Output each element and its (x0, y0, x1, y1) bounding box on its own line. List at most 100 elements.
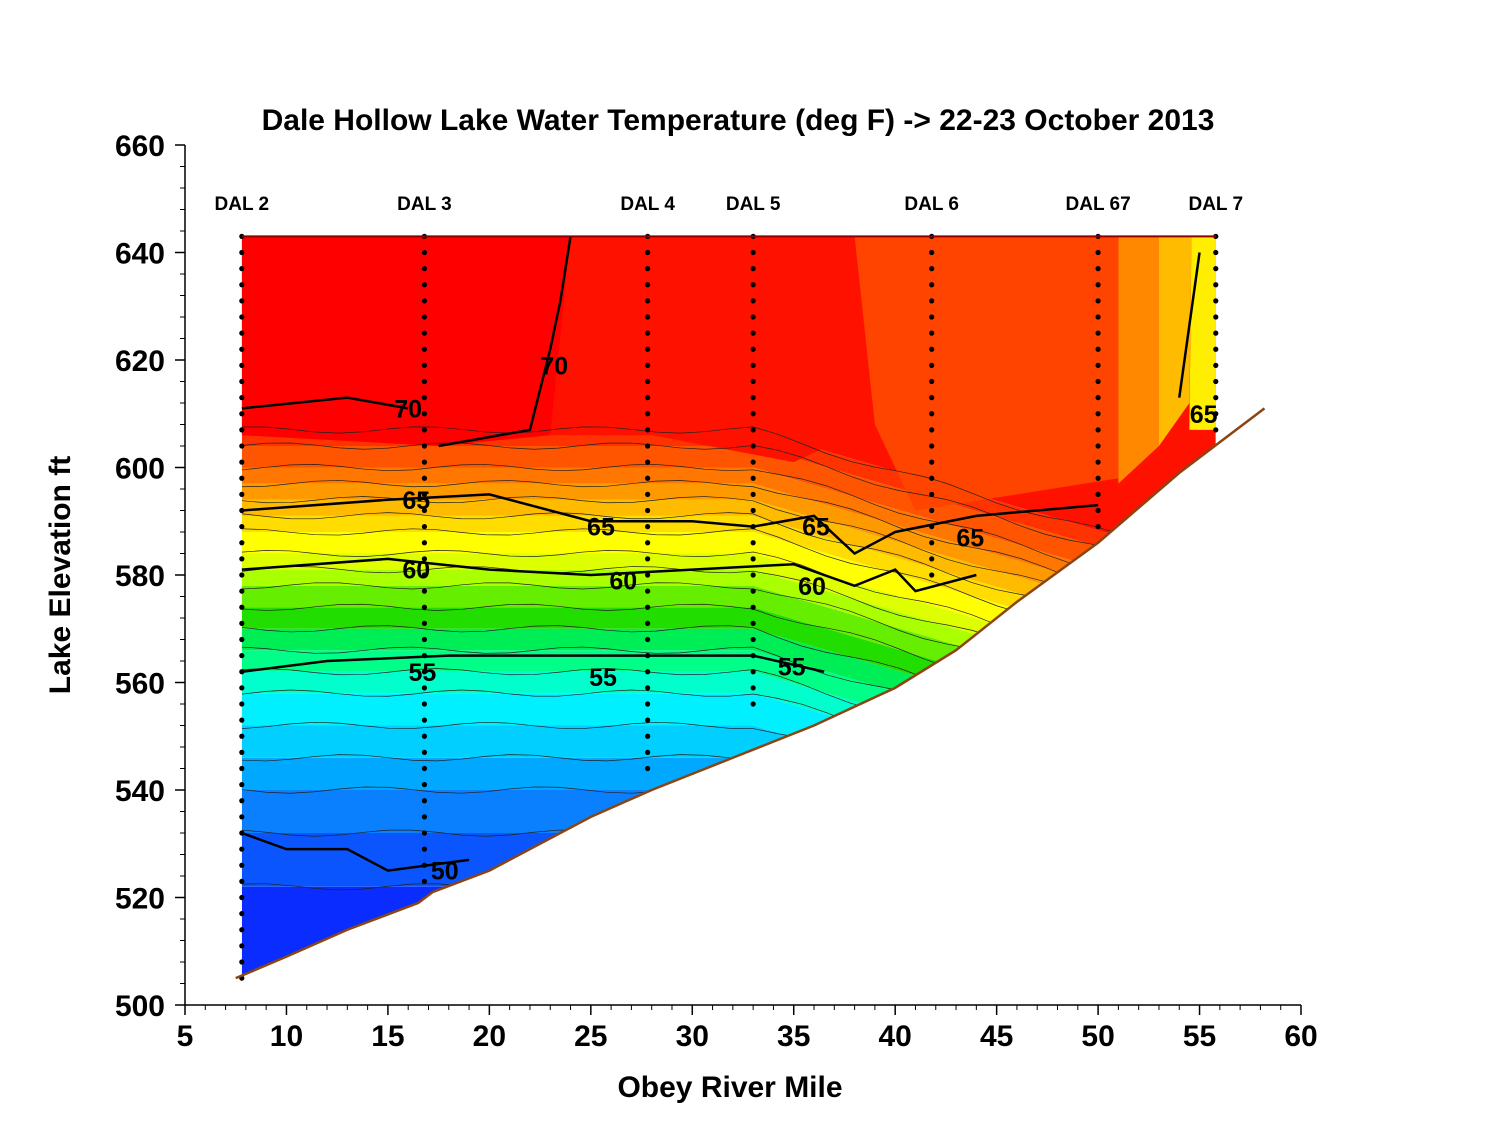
isotherm-50 (241, 831, 470, 872)
sample-point (750, 330, 756, 336)
sample-point (421, 814, 428, 820)
sample-point (645, 669, 651, 675)
sample-point (1213, 362, 1219, 368)
sample-point (239, 395, 245, 401)
sample-point (750, 266, 756, 272)
sample-point (1095, 395, 1101, 401)
sample-point (421, 733, 428, 739)
sample-point (645, 765, 651, 772)
sample-point (239, 572, 245, 578)
temperature-band (241, 886, 1216, 976)
sample-point (750, 249, 756, 256)
y-tick-label: 640 (115, 238, 165, 271)
sample-point (929, 524, 935, 530)
sample-point (421, 443, 428, 449)
x-tick-label: 15 (371, 1020, 404, 1053)
sample-point (239, 330, 245, 336)
sample-point (645, 636, 651, 643)
sample-point (929, 362, 935, 368)
sample-point (929, 507, 935, 514)
sample-point (239, 782, 245, 788)
temperature-band (241, 833, 1216, 976)
sample-point (239, 588, 245, 594)
sample-point (929, 443, 935, 449)
isotherm-65 (1178, 252, 1201, 398)
sample-point (750, 604, 756, 610)
sample-point (239, 814, 245, 820)
sample-point (645, 491, 651, 497)
temperature-band (241, 446, 1216, 603)
sample-point (929, 491, 935, 497)
sample-point (421, 653, 428, 659)
sample-point (421, 395, 428, 401)
sample-point (750, 685, 756, 691)
sample-point (421, 378, 428, 385)
sample-point (750, 362, 756, 368)
chart-title: Dale Hollow Lake Water Temperature (deg … (262, 104, 1215, 137)
sample-point (421, 669, 428, 675)
sample-point (239, 427, 245, 433)
sample-point (750, 556, 756, 562)
sample-point (645, 266, 651, 272)
sample-point (421, 524, 428, 530)
sample-point (239, 475, 245, 481)
warm-core-upstream (241, 236, 571, 446)
sample-point (929, 330, 935, 336)
sample-point (421, 491, 428, 497)
x-tick-label: 5 (177, 1020, 194, 1053)
sample-point (645, 572, 651, 578)
sample-point (1095, 491, 1101, 497)
sample-point (645, 749, 651, 755)
sample-point (421, 540, 428, 546)
sample-point (1095, 314, 1101, 320)
sample-point (239, 749, 245, 755)
sample-point (421, 314, 428, 320)
sample-point (645, 507, 651, 514)
sample-point (750, 669, 756, 675)
sample-point (1095, 298, 1101, 304)
contour-label: 60 (609, 567, 637, 595)
sample-point (421, 782, 428, 788)
sample-point (421, 298, 428, 304)
sample-point (1095, 330, 1101, 336)
sample-point (421, 846, 428, 852)
contour-label: 70 (394, 395, 422, 423)
sample-point (421, 346, 428, 352)
sample-point (929, 378, 935, 385)
sample-point (645, 475, 651, 481)
sample-point (750, 507, 756, 514)
sample-point (929, 282, 935, 288)
sample-point (421, 572, 428, 578)
station-sample-points (239, 233, 1219, 981)
lake-temperature-fill (241, 236, 1216, 976)
temperature-band (241, 483, 1216, 635)
sample-point (645, 395, 651, 401)
warm-core-amber (1158, 236, 1192, 446)
sample-point (421, 830, 428, 836)
sample-point (1213, 346, 1219, 352)
x-tick-label: 50 (1081, 1020, 1114, 1053)
sample-point (1095, 346, 1101, 352)
isotherm-60 (241, 557, 977, 593)
sample-point (239, 894, 245, 901)
isotherm-70 (241, 396, 409, 410)
sample-point (750, 346, 756, 352)
sample-point (750, 475, 756, 481)
sample-point (239, 411, 245, 417)
sample-point (239, 620, 245, 626)
sample-point (239, 556, 245, 562)
contour-label: 55 (589, 664, 617, 692)
sample-point (1095, 507, 1101, 514)
sample-point (239, 249, 245, 256)
sample-point (645, 653, 651, 659)
y-tick-label: 580 (115, 560, 165, 593)
sample-point (421, 249, 428, 256)
sample-point (750, 282, 756, 288)
sample-point (645, 588, 651, 594)
sample-point (421, 878, 428, 884)
sample-point (1095, 411, 1101, 417)
thin-contour (241, 442, 1216, 585)
x-axis-ticks: 5 10 15 20 25 30 35 40 45 50 55 60 (177, 1005, 1318, 1053)
sample-point (1213, 249, 1219, 256)
